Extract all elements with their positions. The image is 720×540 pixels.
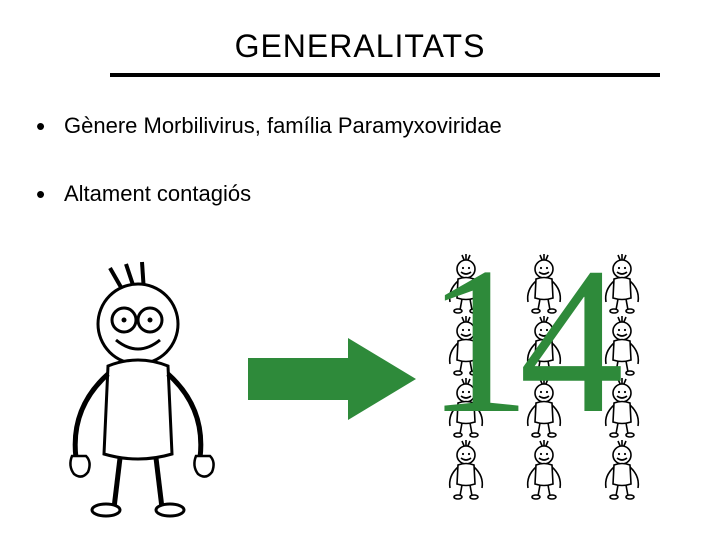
- small-person-icon: [504, 252, 582, 314]
- small-person-icon: [426, 252, 504, 314]
- arrow-icon: [248, 334, 418, 429]
- bullet-item: Gènere Morbilivirus, família Paramyxovir…: [36, 113, 720, 139]
- small-person-icon: [582, 314, 660, 376]
- infographic: 14: [40, 258, 680, 518]
- small-person-icon: [504, 438, 582, 500]
- small-person-icon: [426, 376, 504, 438]
- bullet-list: Gènere Morbilivirus, família Paramyxovir…: [36, 113, 720, 207]
- small-person-icon: [582, 438, 660, 500]
- small-person-icon: [504, 314, 582, 376]
- bullet-item: Altament contagiós: [36, 181, 720, 207]
- small-people-grid: [426, 252, 660, 500]
- small-person-icon: [582, 252, 660, 314]
- title-rule: [110, 73, 660, 77]
- large-person-icon: [48, 258, 228, 523]
- page-title: GENERALITATS: [235, 28, 486, 65]
- small-person-icon: [426, 314, 504, 376]
- small-person-icon: [426, 438, 504, 500]
- small-person-icon: [582, 376, 660, 438]
- small-person-icon: [504, 376, 582, 438]
